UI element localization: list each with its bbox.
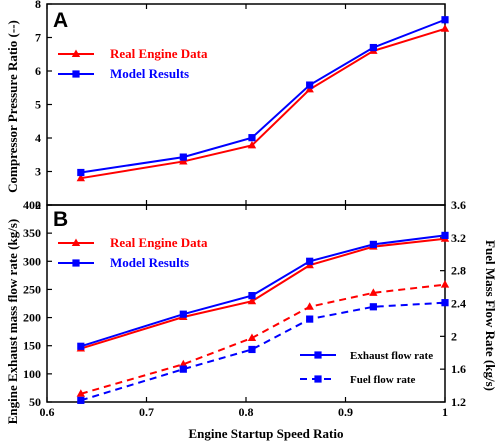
x-tick-label: 0.6 — [40, 405, 55, 419]
data-point-b2-4 — [369, 288, 378, 296]
x-tick-label: 0.9 — [338, 405, 353, 419]
x-axis-title: Engine Startup Speed Ratio — [189, 426, 344, 441]
y2-tick-label: 3.2 — [451, 231, 466, 245]
data-point-a1-4 — [369, 43, 377, 52]
data-point-b2-0 — [76, 389, 86, 397]
y2-tick-label: 2 — [451, 329, 457, 343]
legend-a-1-label: Model Results — [110, 66, 189, 81]
legend-a-1-marker — [72, 70, 80, 78]
panel-a-label: A — [53, 9, 68, 32]
legend-flow-1-marker — [314, 375, 322, 383]
y-tick-label: 150 — [23, 339, 41, 353]
data-point-b2-2 — [247, 333, 257, 341]
y-tick-label: 7 — [35, 31, 41, 45]
legend-b-1-label: Model Results — [110, 255, 189, 270]
data-point-b0-2 — [247, 296, 257, 305]
data-point-b2-1 — [179, 359, 188, 368]
data-point-b1-4 — [369, 240, 377, 248]
y-tick-label: 350 — [23, 226, 41, 240]
data-point-b3-0 — [77, 396, 85, 404]
data-point-b2-5 — [440, 280, 450, 288]
data-point-a1-0 — [77, 168, 85, 177]
panel-a-y-axis-title: Compressor Pressure Ratio (--) — [5, 20, 20, 193]
y2-tick-label: 2.8 — [451, 264, 466, 278]
y2-tick-label: 3.6 — [451, 198, 466, 212]
y-tick-label: 2 — [35, 198, 41, 212]
series-line-b2 — [80, 283, 446, 395]
legend-a-0-marker — [71, 49, 81, 57]
panel-b-y2-axis-title: Fuel Mass Flow Rate (kg/s) — [483, 240, 498, 391]
data-point-a1-1 — [179, 153, 187, 161]
y-tick-label: 100 — [23, 367, 41, 381]
data-point-b2-3 — [305, 302, 314, 310]
y-tick-label: 3 — [35, 165, 41, 179]
legend-b-1-marker — [72, 259, 80, 267]
y2-tick-label: 2.4 — [451, 297, 466, 311]
legend-flow-0-marker — [314, 351, 322, 359]
y2-tick-label: 1.6 — [451, 362, 466, 376]
series-line-b1 — [80, 234, 446, 348]
y-tick-label: 8 — [35, 0, 41, 11]
x-tick-label: 0.7 — [139, 405, 154, 419]
data-point-b1-5 — [441, 231, 449, 239]
x-tick-label: 1 — [442, 405, 448, 419]
data-point-a0-1 — [179, 156, 188, 165]
data-point-a0-0 — [76, 173, 86, 182]
x-tick-label: 0.8 — [239, 405, 254, 419]
data-point-a1-2 — [248, 134, 256, 142]
y-tick-label: 250 — [23, 282, 41, 296]
series-line-b3 — [80, 301, 446, 402]
panel-a: 2 3 4 5 6 7 8 A Compressor Pressure Ratio (--) Re… — [5, 0, 450, 212]
data-point-b3-5 — [441, 299, 449, 307]
y-tick-label: 400 — [23, 198, 41, 212]
y-tick-label: 5 — [35, 98, 41, 112]
data-point-b3-4 — [369, 303, 377, 311]
data-point-b3-1 — [179, 365, 187, 373]
y-tick-label: 300 — [23, 254, 41, 268]
legend-flow-0-label: Exhaust flow rate — [350, 350, 433, 362]
data-point-b1-3 — [306, 257, 314, 265]
y2-tick-label: 1.2 — [451, 395, 466, 409]
y-tick-label: 50 — [29, 395, 41, 409]
series-line-a1 — [80, 18, 446, 174]
data-point-b3-2 — [248, 345, 256, 354]
panel-b: 50 100 150 200 250 300 350 400 1.2 1.6 2 2.4 2.8 3.2 3… — [5, 198, 498, 441]
legend-flow-1-label: Fuel flow rate — [350, 374, 415, 386]
data-point-b1-2 — [248, 292, 256, 300]
y-tick-label: 4 — [35, 131, 41, 145]
legend-a-0-label: Real Engine Data — [110, 46, 208, 61]
y-tick-label: 6 — [35, 64, 41, 78]
panel-b-y-axis-title: Engine Exhaust mass flow rate (kg/s) — [5, 219, 20, 425]
series-line-b0 — [80, 237, 446, 350]
data-point-a0-3 — [305, 84, 314, 93]
legend-b-0-marker — [71, 238, 81, 246]
panel-b-label: B — [53, 208, 68, 231]
data-point-a0-2 — [247, 140, 257, 149]
data-point-a1-3 — [306, 81, 314, 89]
data-point-a0-5 — [440, 24, 450, 32]
data-point-a1-5 — [441, 16, 449, 24]
series-line-a0 — [80, 27, 446, 180]
data-point-b1-1 — [179, 310, 187, 318]
data-point-b3-3 — [306, 315, 314, 323]
legend-b-0-label: Real Engine Data — [110, 235, 208, 250]
y-tick-label: 200 — [23, 311, 41, 325]
data-point-b1-0 — [77, 342, 85, 350]
